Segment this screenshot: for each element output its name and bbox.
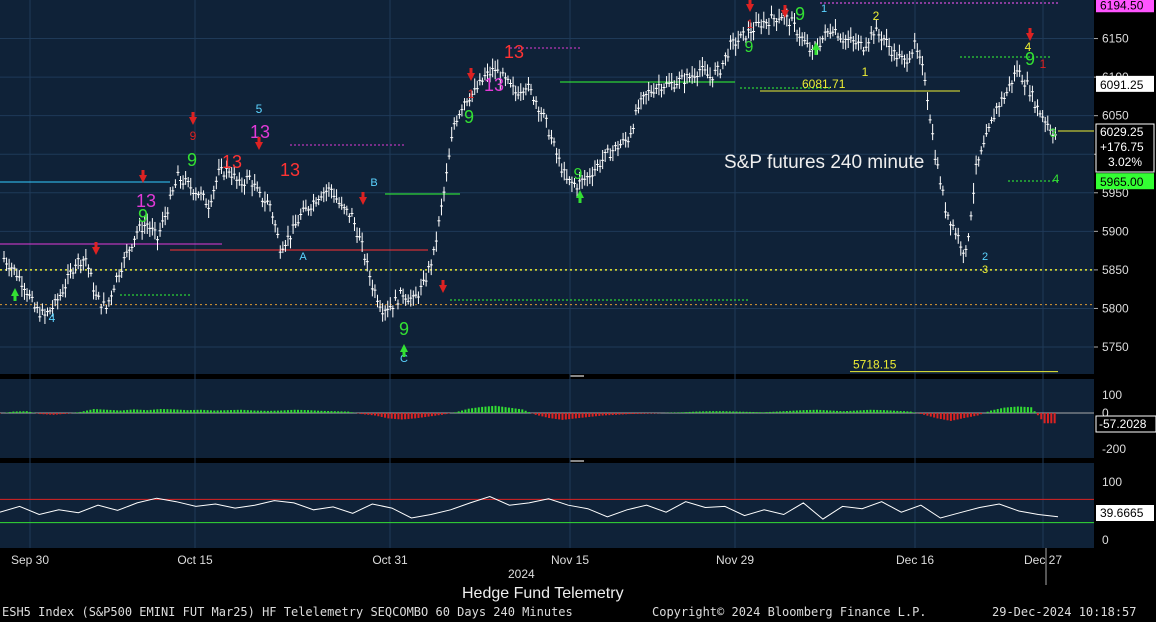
rsi-last-label: 39.6665 — [1100, 506, 1144, 520]
level-label: 5718.15 — [853, 358, 897, 372]
sell-arrow-icon — [781, 5, 789, 18]
sequential-count-label: 2 — [982, 251, 988, 263]
sequential-count-label: 3 — [982, 264, 988, 276]
sequential-count-label: 9 — [1025, 49, 1035, 69]
oscillator-panel — [0, 379, 1094, 458]
sequential-count-label: 9 — [795, 4, 805, 24]
buy-arrow-icon — [812, 42, 820, 55]
sell-arrow-icon — [1026, 28, 1034, 41]
price-tick-label: 6150 — [1102, 32, 1129, 46]
last-quote-box — [1095, 123, 1155, 173]
osc-last-label: -57.2028 — [1099, 417, 1147, 431]
sequential-count-label: 1 — [468, 87, 475, 101]
sequential-count-label: 9 — [190, 129, 197, 143]
last-change: +176.75 — [1100, 140, 1144, 154]
buy-arrow-icon — [400, 344, 408, 357]
price-panel — [0, 0, 1094, 374]
sell-arrow-icon — [189, 112, 197, 125]
price-tag-label: 6194.50 — [1100, 0, 1144, 12]
footer-area — [0, 548, 1156, 622]
sequential-count-label: 5 — [256, 102, 263, 116]
source-label: Hedge Fund Telemetry — [462, 585, 624, 602]
buy-arrow-icon — [11, 288, 19, 301]
price-tag-label: 6091.25 — [1100, 78, 1144, 92]
price-tag — [1096, 75, 1154, 92]
footer-center: Copyright© 2024 Bloomberg Finance L.P. — [652, 605, 927, 619]
sequential-count-label: 1 — [862, 65, 869, 79]
x-tick-label: Dec 16 — [896, 553, 934, 567]
x-tick-label: Dec 27 — [1024, 553, 1062, 567]
sequential-count-label: 13 — [222, 152, 242, 172]
sequential-count-label: 9 — [399, 319, 409, 339]
sequential-count-label: 13 — [504, 42, 524, 62]
sequential-count-label: 4 — [1053, 172, 1060, 186]
sequential-count-label: 4 — [49, 311, 56, 325]
x-tick-label: Nov 15 — [551, 553, 589, 567]
last-pct: 3.02% — [1108, 155, 1142, 169]
price-tag — [1096, 0, 1154, 13]
sequential-count-label: 4 — [1025, 40, 1032, 54]
year-label: 2024 — [508, 567, 535, 581]
sequential-count-label: 9 — [138, 206, 148, 226]
sequential-count-label: 9 — [745, 39, 754, 56]
sequential-count-label: 13 — [484, 75, 504, 95]
sequential-count-label: C — [400, 353, 408, 365]
price-tag-label: 5965.00 — [1100, 175, 1144, 189]
osc-tick-label: 0 — [1102, 406, 1109, 420]
sell-arrow-icon — [92, 242, 100, 255]
sell-arrow-icon — [359, 192, 367, 205]
price-tick-label: 5900 — [1102, 224, 1129, 238]
rsi-last-tag — [1096, 505, 1154, 521]
sequential-count-label: 13 — [136, 191, 156, 211]
sequential-count-label: A — [299, 251, 307, 263]
osc-tick-label: 100 — [1102, 388, 1122, 402]
footer-right: 29-Dec-2024 10:18:57 — [992, 605, 1137, 619]
sequential-count-label: B — [370, 177, 377, 189]
sequential-count-label: 3 — [1050, 126, 1057, 140]
price-tick-label: 5950 — [1102, 186, 1129, 200]
price-tick-label: 5800 — [1102, 301, 1129, 315]
sequential-count-label: 9 — [574, 166, 583, 183]
sell-arrow-icon — [746, 0, 754, 12]
price-tag — [1096, 173, 1154, 190]
sequential-count-label: 9 — [187, 150, 197, 170]
osc-tick-label: -200 — [1102, 442, 1126, 456]
sequential-count-label: 1 — [1040, 57, 1047, 71]
x-tick-label: Nov 29 — [716, 553, 754, 567]
x-tick-label: Oct 31 — [372, 553, 408, 567]
price-tick-label: 5750 — [1102, 340, 1129, 354]
sequential-count-label: 1 — [747, 17, 754, 31]
price-tick-label: 5850 — [1102, 263, 1129, 277]
sell-arrow-icon — [139, 170, 147, 183]
rsi-tick-label: 0 — [1102, 533, 1109, 547]
rsi-tick-label: 100 — [1102, 475, 1122, 489]
level-label: 6081.71 — [802, 77, 846, 91]
sell-arrow-icon — [467, 68, 475, 81]
sequential-count-label: 2 — [873, 9, 880, 23]
buy-arrow-icon — [576, 190, 584, 203]
sequential-count-label: 13 — [250, 122, 270, 142]
sell-arrow-icon — [439, 280, 447, 293]
sequential-count-label: 9 — [464, 107, 474, 127]
x-tick-label: Oct 15 — [177, 553, 213, 567]
sell-arrow-icon — [255, 137, 263, 150]
sequential-count-label: 1 — [821, 3, 827, 15]
rsi-panel — [0, 463, 1094, 548]
chart-annotation: S&P futures 240 minute — [724, 152, 925, 173]
footer-left: ESH5 Index (S&P500 EMINI FUT Mar25) HF T… — [2, 605, 573, 619]
osc-last-tag — [1095, 415, 1156, 433]
price-tick-label: 6050 — [1102, 109, 1129, 123]
last-price: 6029.25 — [1100, 125, 1144, 139]
sequential-count-label: 13 — [280, 160, 300, 180]
rsi-line — [0, 495, 1059, 520]
x-tick-label: Sep 30 — [11, 553, 49, 567]
